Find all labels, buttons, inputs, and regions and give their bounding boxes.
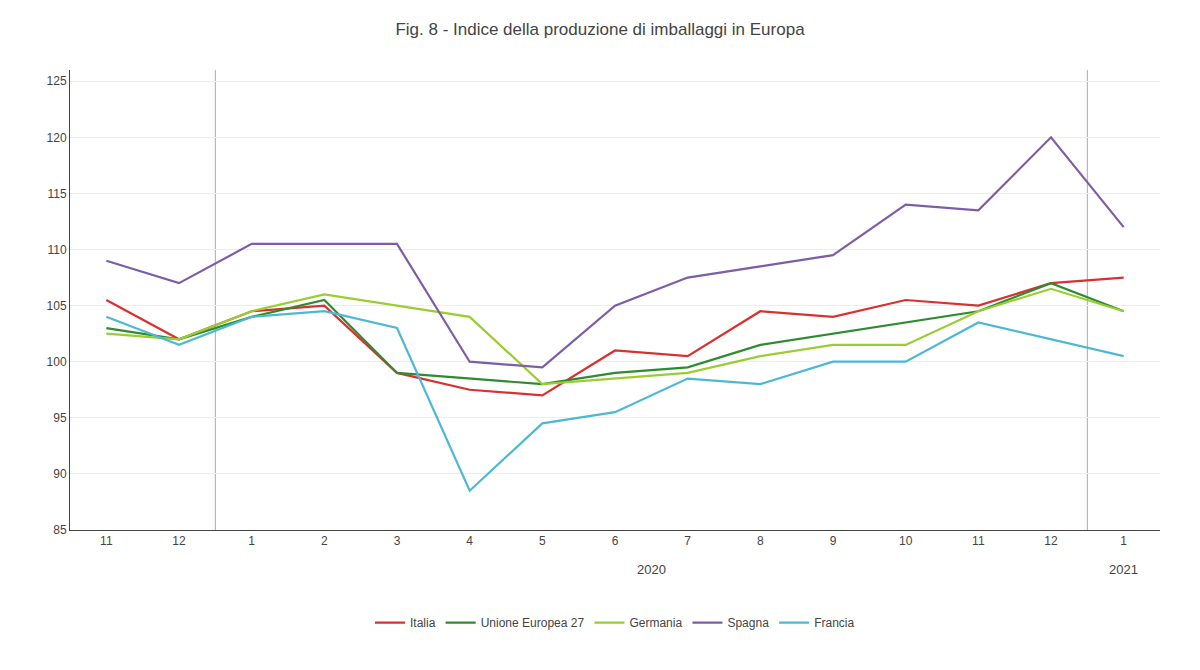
svg-text:95: 95 [53,411,67,425]
svg-text:Fig. 8 - Indice della produzio: Fig. 8 - Indice della produzione di imba… [395,20,805,39]
svg-text:8: 8 [757,534,764,548]
svg-text:100: 100 [47,355,67,369]
svg-text:90: 90 [53,467,67,481]
svg-text:Francia: Francia [814,616,854,630]
svg-text:2021: 2021 [1109,562,1138,577]
svg-text:6: 6 [612,534,619,548]
svg-text:110: 110 [47,243,66,257]
svg-text:12: 12 [172,534,186,548]
svg-text:Unione Europea 27: Unione Europea 27 [481,616,585,630]
svg-text:1: 1 [1120,534,1127,548]
svg-text:1: 1 [248,534,255,548]
svg-text:2: 2 [321,534,328,548]
svg-text:10: 10 [899,534,913,548]
svg-text:11: 11 [972,534,985,548]
svg-text:5: 5 [539,534,546,548]
svg-text:3: 3 [394,534,401,548]
svg-text:4: 4 [466,534,473,548]
svg-text:7: 7 [684,534,691,548]
svg-text:125: 125 [47,74,67,88]
svg-text:115: 115 [47,187,66,201]
svg-text:2020: 2020 [637,562,666,577]
svg-text:12: 12 [1044,534,1058,548]
svg-text:Germania: Germania [629,616,682,630]
svg-text:11: 11 [100,534,113,548]
svg-text:Spagna: Spagna [727,616,769,630]
svg-text:85: 85 [53,523,67,537]
svg-text:9: 9 [830,534,837,548]
svg-text:120: 120 [47,131,67,145]
svg-text:Italia: Italia [410,616,436,630]
svg-text:105: 105 [47,299,67,313]
